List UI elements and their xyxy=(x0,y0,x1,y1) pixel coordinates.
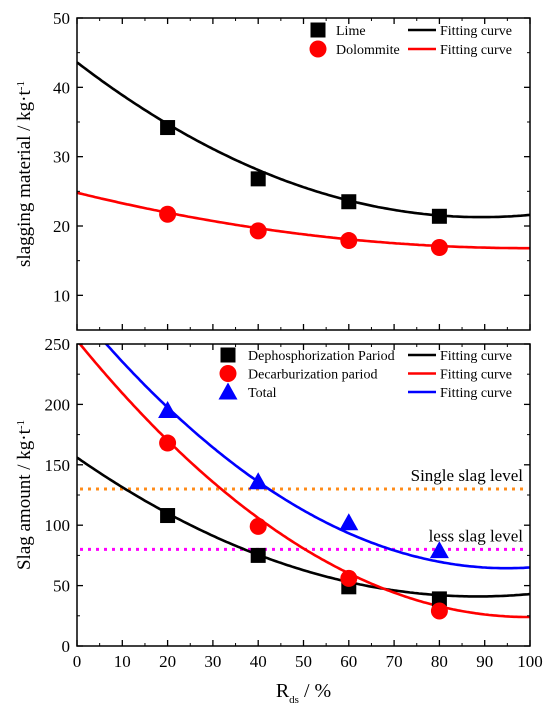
data-point xyxy=(340,569,358,587)
x-tick-label: 100 xyxy=(517,652,543,671)
legend-label: Fitting curve xyxy=(440,43,512,58)
legend: Lime Fitting curve Dolommite Fitting curve xyxy=(309,22,512,58)
x-tick-label: 70 xyxy=(386,652,403,671)
x-axis-label: Rds / % xyxy=(276,680,331,706)
y-axis-label: Slag amount / kg·t-1 xyxy=(14,420,35,570)
data-point xyxy=(250,547,266,563)
legend-label: Dolommite xyxy=(336,43,400,58)
data-point xyxy=(159,205,177,223)
legend: Dephosphorization Pariod Fitting curve Dec… xyxy=(218,347,512,401)
legend-label: Fitting curve xyxy=(440,349,512,364)
x-tick-label: 80 xyxy=(431,652,448,671)
fit-curves xyxy=(77,61,530,250)
x-tick-label: 60 xyxy=(340,652,357,671)
legend-label: Total xyxy=(248,386,277,401)
legend-marker xyxy=(309,40,327,58)
data-point xyxy=(249,222,267,240)
data-point xyxy=(159,434,177,452)
fit-curve xyxy=(77,456,530,598)
y-tick-label: 200 xyxy=(45,395,71,414)
reference-line-label: less slag level xyxy=(429,526,524,545)
data-point xyxy=(160,508,176,524)
chart-panel-2: 0 50 100 150 200 250 0 10 20 30 40 50 60 70 80 90 100 Sin… xyxy=(45,335,543,671)
data-point xyxy=(158,400,178,418)
fit-curve xyxy=(104,344,530,570)
y-tick-label: 10 xyxy=(53,286,70,305)
data-point xyxy=(431,208,447,224)
y-tick-label: 150 xyxy=(45,456,71,475)
legend-label: Fitting curve xyxy=(440,24,512,39)
data-point xyxy=(340,232,358,250)
plot-frame xyxy=(76,17,531,331)
data-point xyxy=(430,602,448,620)
x-tick-label: 0 xyxy=(73,652,82,671)
legend-label: Dephosphorization Pariod xyxy=(248,349,395,364)
data-point xyxy=(431,591,447,607)
y-tick-label: 50 xyxy=(53,9,70,28)
legend-marker xyxy=(310,22,326,38)
legend-label: Lime xyxy=(336,24,366,39)
x-tick-label: 20 xyxy=(159,652,176,671)
fit-curve xyxy=(77,61,530,219)
data-point xyxy=(341,194,357,210)
x-tick-label: 10 xyxy=(114,652,131,671)
x-tick-label: 50 xyxy=(295,652,312,671)
legend-label: Fitting curve xyxy=(440,386,512,401)
x-tick-label: 40 xyxy=(250,652,267,671)
legend-marker xyxy=(218,382,238,400)
data-point xyxy=(248,472,268,490)
data-point xyxy=(339,513,359,531)
y-tick-label: 30 xyxy=(53,148,70,167)
legend-label: Fitting curve xyxy=(440,368,512,383)
y-axis-label: slagging material / kg·t-1 xyxy=(14,81,35,267)
legend-label: Decarburization pariod xyxy=(248,368,377,383)
data-point xyxy=(430,238,448,256)
legend-marker xyxy=(220,347,236,363)
fit-curves xyxy=(77,344,530,619)
y-tick-label: 20 xyxy=(53,217,70,236)
y-tick-label: 100 xyxy=(45,516,71,535)
y-tick-label: 0 xyxy=(62,637,71,656)
chart-panel-1: 10 20 30 40 50 Lime Fitting curve Dolommite Fitt… xyxy=(53,9,531,331)
fit-curve xyxy=(77,191,530,250)
y-tick-label: 40 xyxy=(53,78,70,97)
reference-line-label: Single slag level xyxy=(411,466,524,485)
data-point xyxy=(250,171,266,187)
x-tick-label: 90 xyxy=(476,652,493,671)
data-point xyxy=(429,541,449,559)
data-point xyxy=(160,120,176,136)
legend-marker xyxy=(219,365,237,382)
y-tick-label: 250 xyxy=(45,335,71,354)
data-point xyxy=(249,517,267,535)
y-tick-label: 50 xyxy=(53,577,70,596)
x-tick-label: 30 xyxy=(204,652,221,671)
fit-curve xyxy=(78,344,530,619)
